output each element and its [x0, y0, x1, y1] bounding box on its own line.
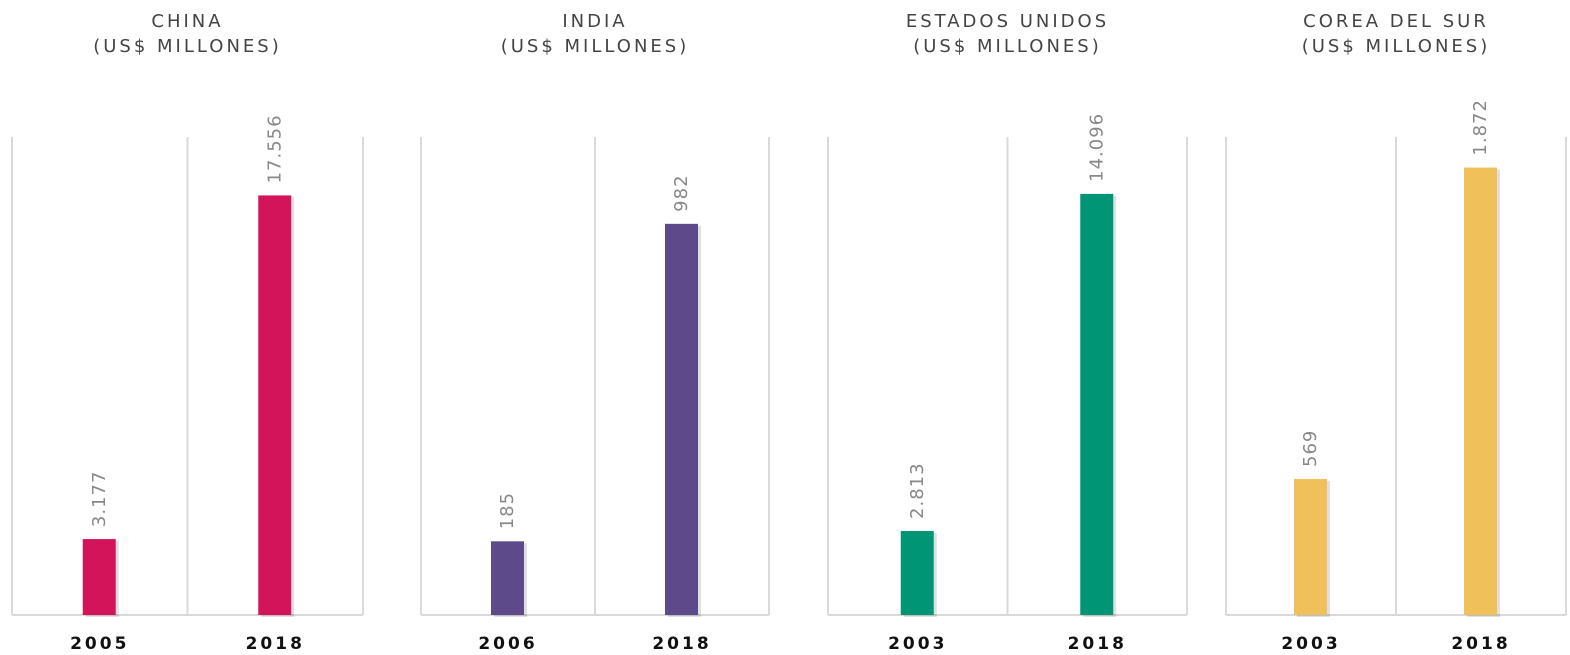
value-label: 14.096 [1086, 113, 1107, 182]
x-tick-label: 2006 [478, 634, 537, 654]
bar [1294, 479, 1327, 615]
bar [900, 530, 934, 615]
value-label: 3.177 [89, 471, 110, 528]
value-label: 1.872 [1470, 99, 1491, 156]
x-tick-label: 2018 [246, 634, 305, 654]
bar [1464, 167, 1497, 616]
x-tick-label: 2005 [70, 634, 129, 654]
value-label: 982 [671, 174, 692, 211]
value-label: 17.556 [264, 114, 285, 183]
chart-title: COREA DEL SUR [1303, 11, 1489, 32]
chart-subtitle: (US$ MILLONES) [913, 36, 1102, 57]
chart-title: CHINA [151, 11, 223, 32]
bar [665, 223, 698, 615]
chart-subtitle: (US$ MILLONES) [1302, 36, 1491, 57]
x-tick-label: 2018 [652, 634, 711, 654]
bar [258, 195, 292, 615]
value-label: 185 [497, 492, 518, 529]
value-label: 569 [1300, 430, 1321, 467]
chart-subtitle: (US$ MILLONES) [93, 36, 282, 57]
x-tick-label: 2003 [1281, 634, 1340, 654]
chart-subtitle: (US$ MILLONES) [501, 36, 690, 57]
x-tick-label: 2018 [1451, 634, 1510, 654]
bar [491, 541, 524, 615]
bar [82, 539, 116, 615]
x-tick-label: 2018 [1068, 634, 1127, 654]
x-tick-label: 2003 [888, 634, 947, 654]
bar [1080, 193, 1114, 615]
value-label: 2.813 [907, 462, 928, 519]
chart-title: ESTADOS UNIDOS [906, 11, 1109, 32]
chart-title: INDIA [562, 11, 627, 32]
